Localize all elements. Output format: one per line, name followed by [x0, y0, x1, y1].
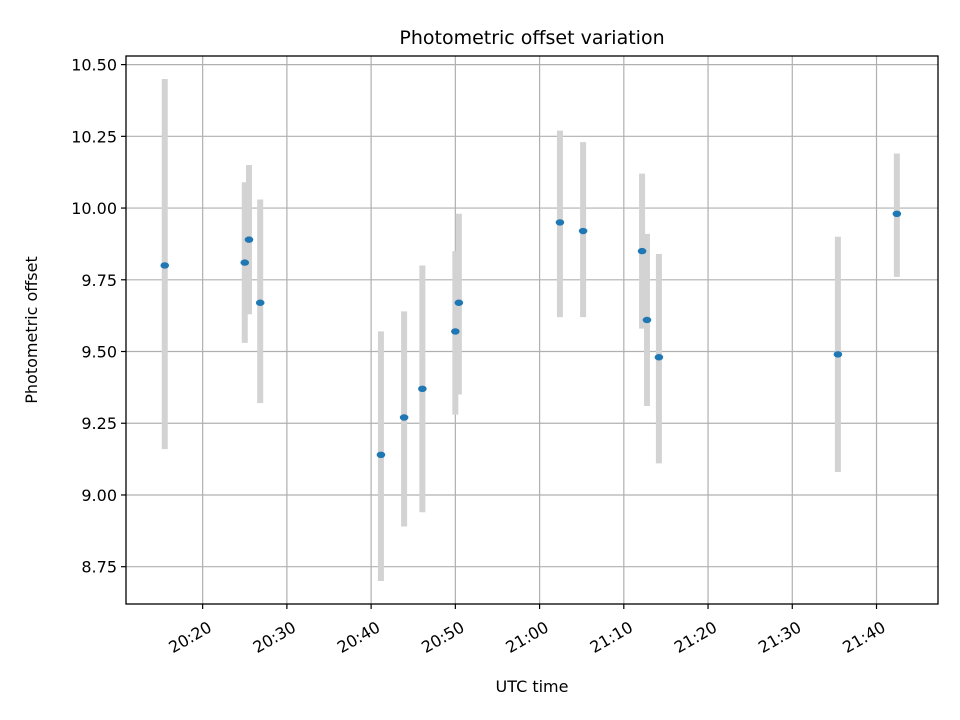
data-point — [833, 351, 843, 358]
data-point — [555, 219, 565, 226]
data-point — [637, 247, 647, 255]
y-tick-label: 9.75 — [81, 271, 117, 290]
y-tick-label: 10.50 — [71, 56, 117, 75]
y-tick-label: 10.00 — [71, 199, 117, 218]
y-tick-label: 9.25 — [81, 414, 117, 433]
data-point — [578, 227, 588, 235]
x-axis-label: UTC time — [496, 677, 569, 696]
y-tick-label: 8.75 — [81, 558, 117, 577]
y-tick-label: 10.25 — [71, 127, 117, 146]
data-point — [244, 236, 254, 243]
data-point — [160, 262, 170, 269]
data-point — [892, 210, 902, 218]
data-point — [642, 316, 652, 324]
y-axis-ticks: 8.75 9.00 9.25 9.50 9.75 10.00 10.25 10.50 — [71, 56, 126, 577]
data-points — [160, 210, 902, 459]
grid-lines — [126, 56, 938, 604]
data-point — [451, 328, 460, 335]
y-axis-label: Photometric offset — [22, 256, 41, 404]
data-point — [376, 451, 386, 459]
y-tick-label: 9.00 — [81, 486, 117, 505]
data-point — [418, 385, 427, 393]
data-point — [240, 259, 250, 266]
data-point — [255, 299, 265, 306]
data-point — [654, 354, 664, 361]
chart-title: Photometric offset variation — [399, 27, 664, 49]
data-point — [399, 414, 409, 421]
data-point — [454, 299, 464, 306]
plot-frame — [125, 55, 939, 605]
y-tick-label: 9.50 — [81, 343, 117, 362]
